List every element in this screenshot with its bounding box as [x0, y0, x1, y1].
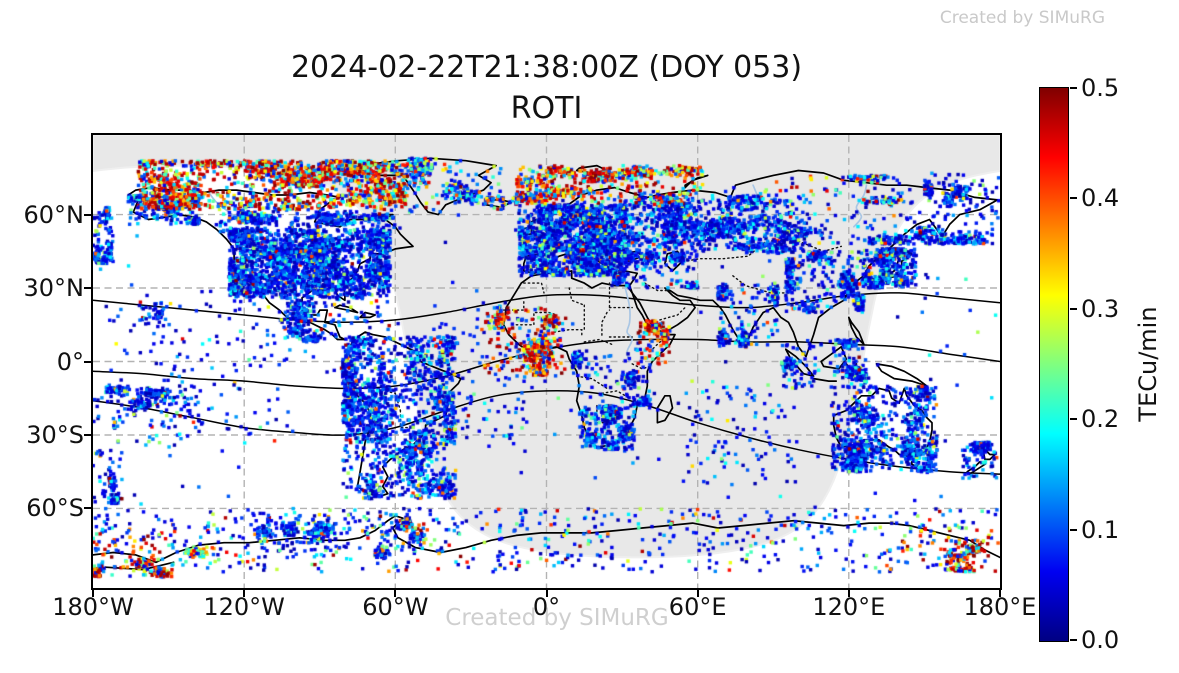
- y-tick-mark: [84, 507, 91, 510]
- colorbar-tick-label: 0.2: [1081, 405, 1120, 434]
- x-tick-mark: [545, 590, 548, 597]
- y-tick-mark: [84, 433, 91, 436]
- colorbar-tick-label: 0.5: [1081, 74, 1120, 102]
- map-plot-area: [91, 133, 1002, 590]
- colorbar-tick-label: 0.4: [1081, 184, 1120, 213]
- roti-scatter-layer: [93, 135, 1000, 588]
- x-tick-label: 180°W: [52, 593, 134, 621]
- y-tick-mark: [84, 360, 91, 363]
- y-tick-mark: [84, 287, 91, 290]
- y-tick-label: 60°N: [23, 200, 85, 229]
- plot-title: 2024-02-22T21:38:00Z (DOY 053): [290, 50, 803, 85]
- colorbar-tick-mark: [1070, 418, 1077, 421]
- x-tick-label: 60°W: [362, 593, 429, 621]
- colorbar-unit-label: TECu/min: [1134, 306, 1162, 422]
- colorbar-tick-label: 0.0: [1081, 626, 1120, 654]
- x-tick-label: 120°W: [203, 593, 285, 621]
- colorbar-tick-mark: [1070, 307, 1077, 310]
- colorbar-tick-mark: [1070, 528, 1077, 531]
- x-tick-label: 0°: [532, 593, 561, 621]
- colorbar-tick-mark: [1070, 197, 1077, 200]
- x-tick-mark: [696, 590, 699, 597]
- colorbar-tick-mark: [1070, 639, 1077, 641]
- colorbar: [1039, 87, 1069, 642]
- x-tick-label: 60°E: [668, 593, 727, 621]
- x-tick-mark: [394, 590, 397, 597]
- colorbar-gradient: [1040, 88, 1068, 641]
- y-tick-mark: [84, 213, 91, 216]
- x-tick-label: 120°E: [812, 593, 886, 621]
- x-tick-mark: [847, 590, 850, 597]
- colorbar-tick-mark: [1070, 87, 1077, 89]
- y-tick-label: 30°S: [26, 420, 84, 449]
- watermark-bottom-center: Created by SIMuRG: [445, 605, 669, 631]
- x-tick-mark: [999, 590, 1001, 597]
- colorbar-tick-label: 0.3: [1081, 294, 1120, 323]
- x-tick-label: 180°E: [963, 593, 1037, 621]
- y-tick-label: 60°S: [26, 494, 84, 523]
- plot-subtitle: ROTI: [510, 91, 583, 126]
- x-tick-mark: [243, 590, 246, 597]
- watermark-top-right: Created by SIMuRG: [939, 8, 1105, 28]
- y-tick-label: 30°N: [23, 274, 85, 303]
- colorbar-tick-label: 0.1: [1081, 515, 1120, 544]
- x-tick-mark: [92, 590, 94, 597]
- y-tick-label: 0°: [56, 347, 84, 376]
